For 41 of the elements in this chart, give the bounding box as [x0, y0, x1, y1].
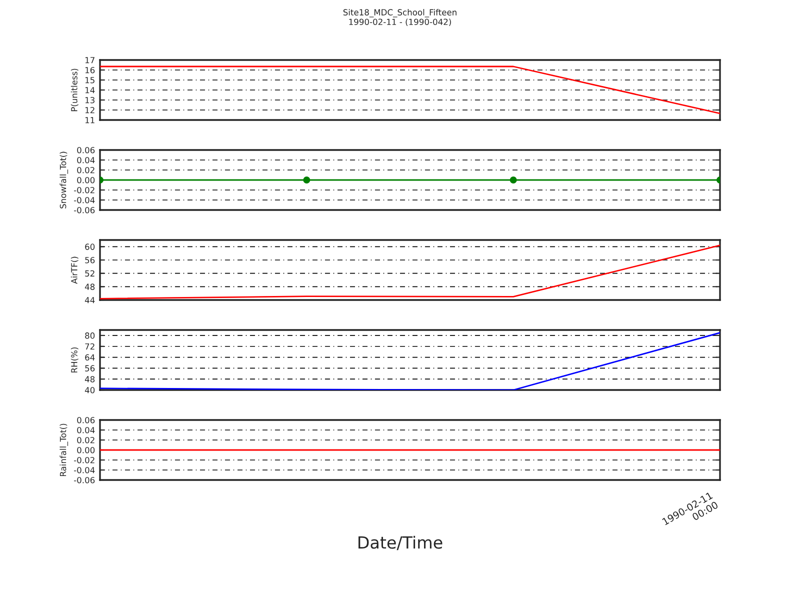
- y-tick-label: 48: [84, 376, 95, 382]
- y-tick-label: 48: [84, 284, 95, 290]
- y-tick-label: 17: [85, 57, 94, 64]
- y-tick-label: 16: [85, 66, 95, 74]
- y-tick-label: 12: [85, 106, 94, 114]
- y-tick-label: 15: [85, 77, 94, 84]
- y-axis-title: Rainfall_Tot(): [60, 424, 68, 476]
- y-tick-label: -0.02: [74, 456, 94, 464]
- y-tick-label: 0.06: [77, 416, 95, 424]
- y-axis-title: AirTF(): [70, 256, 78, 284]
- line-series: [100, 332, 720, 390]
- y-tick-label: 0.00: [77, 446, 95, 454]
- y-tick-label: 44: [84, 297, 95, 304]
- y-tick-label: 52: [85, 270, 94, 277]
- y-axis-title: P(unitless): [70, 68, 78, 112]
- y-tick-label: 56: [85, 365, 95, 372]
- y-axis-title: RH(%): [70, 347, 78, 372]
- y-tick-label: -0.04: [74, 196, 95, 204]
- y-tick-label: -0.06: [74, 206, 95, 214]
- y-tick-label: 72: [85, 343, 94, 350]
- y-tick-label: -0.04: [74, 466, 95, 474]
- y-tick-label: 80: [85, 332, 95, 339]
- chart-title: Site18_MDC_School_Fifteen: [343, 9, 456, 18]
- y-tick-label: 64: [85, 354, 95, 361]
- y-tick-label: 0.02: [77, 166, 94, 174]
- chart-subtitle: 1990-02-11 - (1990-042): [349, 18, 451, 26]
- y-tick-label: 13: [85, 96, 94, 104]
- y-tick-label: 56: [85, 256, 95, 264]
- y-tick-label: 0.04: [77, 156, 95, 164]
- y-tick-label: 60: [85, 244, 95, 250]
- y-tick-label: 14: [85, 87, 95, 94]
- y-tick-label: 40: [84, 386, 95, 394]
- y-tick-label: 0.04: [77, 426, 95, 434]
- y-tick-label: 0.06: [77, 146, 95, 154]
- y-tick-label: 0.02: [77, 436, 94, 444]
- y-tick-label: -0.02: [74, 186, 94, 194]
- y-tick-label: 11: [85, 117, 94, 124]
- y-tick-label: -0.06: [74, 476, 95, 484]
- y-tick-label: 0.00: [77, 176, 95, 184]
- x-axis-title: Date/Time: [358, 536, 442, 550]
- y-axis-title: Snowfall_Tot(): [60, 152, 68, 208]
